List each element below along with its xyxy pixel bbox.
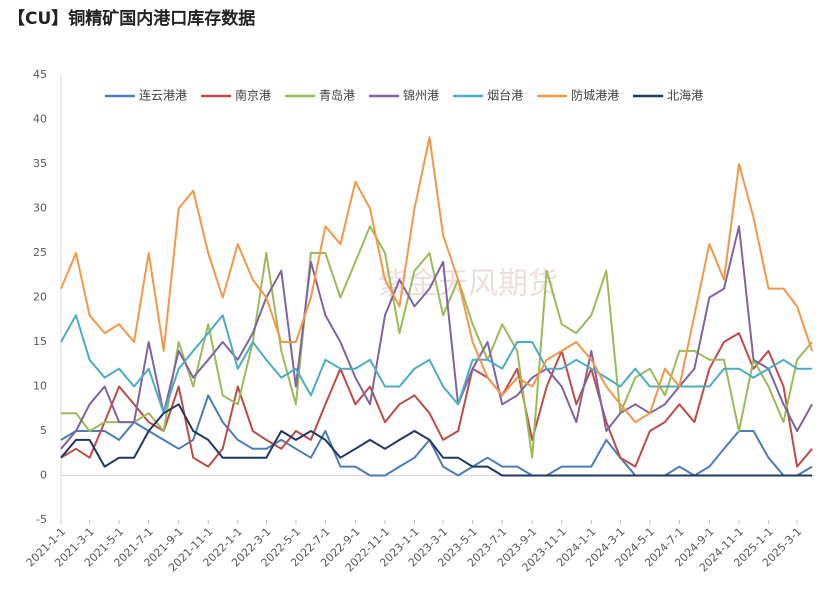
- legend-label: 连云港港: [139, 88, 187, 103]
- legend-label: 防城港港: [571, 88, 619, 103]
- y-tick-label: 25: [33, 246, 47, 259]
- series-line: [60, 332, 813, 468]
- y-tick-label: 10: [33, 380, 47, 393]
- y-tick-label: 45: [33, 68, 47, 81]
- legend-label: 烟台港: [487, 88, 523, 103]
- chart-title: 【CU】铜精矿国内港口库存数据: [8, 8, 255, 29]
- legend-label: 北海港: [667, 88, 703, 103]
- y-tick-label: 35: [33, 157, 47, 170]
- series-line: [60, 403, 813, 477]
- y-tick-label: 15: [33, 335, 47, 348]
- y-tick-label: 5: [40, 424, 47, 437]
- legend-label: 南京港: [235, 88, 271, 103]
- series-line: [60, 394, 813, 477]
- y-tick-label: -5: [36, 513, 47, 526]
- y-tick-label: 40: [33, 113, 47, 126]
- legend-label: 青岛港: [319, 88, 355, 103]
- y-tick-label: 20: [33, 291, 47, 304]
- legend-label: 锦州港: [403, 89, 439, 103]
- y-tick-label: 0: [40, 469, 47, 482]
- series-line: [60, 314, 813, 415]
- series-line: [60, 136, 814, 424]
- series-line: [60, 225, 813, 450]
- y-tick-label: 30: [33, 202, 47, 215]
